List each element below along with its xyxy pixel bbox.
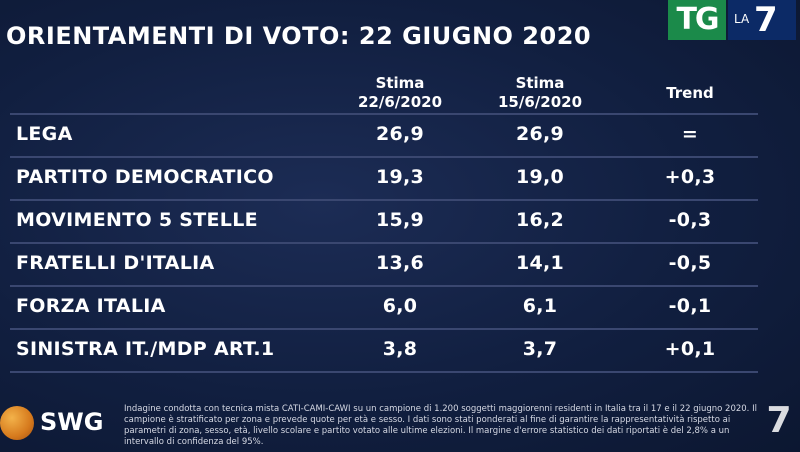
column-header-previous-label: Stima <box>515 74 565 92</box>
trend-value: +0,1 <box>664 338 716 360</box>
page-title: ORIENTAMENTI DI VOTO: 22 GIUGNO 2020 <box>6 22 592 50</box>
current-value: 26,9 <box>375 123 425 145</box>
previous-value: 16,2 <box>515 209 565 231</box>
trend-value: -0,3 <box>668 209 712 231</box>
trend-value: -0,5 <box>668 252 712 274</box>
tg-logo-text: TG <box>668 0 726 40</box>
swg-globe-icon <box>0 406 34 440</box>
la7-la-text: LA <box>734 12 750 26</box>
la7-logo-box: LA 7 <box>728 0 796 40</box>
tg-la7-logo: TG LA 7 <box>668 0 796 40</box>
poll-table: LEGA 26,9 26,9 = PARTITO DEMOCRATICO 19,… <box>10 113 758 373</box>
current-value: 19,3 <box>375 166 425 188</box>
table-row: FORZA ITALIA 6,0 6,1 -0,1 <box>10 285 758 328</box>
footer: SWG Indagine condotta con tecnica mista … <box>0 396 800 452</box>
trend-value: = <box>681 123 699 145</box>
table-row: PARTITO DEMOCRATICO 19,3 19,0 +0,3 <box>10 156 758 199</box>
title-bar: ORIENTAMENTI DI VOTO: 22 GIUGNO 2020 <box>0 14 660 58</box>
column-header-current-date: 22/6/2020 <box>357 93 443 111</box>
column-header-previous-date: 15/6/2020 <box>497 93 583 111</box>
column-header-current-label: Stima <box>375 74 425 92</box>
party-name: FORZA ITALIA <box>16 295 166 317</box>
current-value: 6,0 <box>382 295 418 317</box>
current-value: 15,9 <box>375 209 425 231</box>
swg-brand-text: SWG <box>40 408 104 436</box>
previous-value: 26,9 <box>515 123 565 145</box>
previous-value: 19,0 <box>515 166 565 188</box>
table-row: MOVIMENTO 5 STELLE 15,9 16,2 -0,3 <box>10 199 758 242</box>
la7-corner-logo: 7 <box>766 400 792 441</box>
previous-value: 3,7 <box>522 338 558 360</box>
current-value: 13,6 <box>375 252 425 274</box>
previous-value: 14,1 <box>515 252 565 274</box>
column-header-trend: Trend <box>666 84 714 102</box>
current-value: 3,8 <box>382 338 418 360</box>
la7-seven-text: 7 <box>754 0 778 40</box>
table-row: LEGA 26,9 26,9 = <box>10 113 758 156</box>
party-name: MOVIMENTO 5 STELLE <box>16 209 258 231</box>
party-name: FRATELLI D'ITALIA <box>16 252 215 274</box>
previous-value: 6,1 <box>522 295 558 317</box>
trend-value: +0,3 <box>664 166 716 188</box>
table-row: FRATELLI D'ITALIA 13,6 14,1 -0,5 <box>10 242 758 285</box>
party-name: SINISTRA IT./MDP ART.1 <box>16 338 275 360</box>
swg-logo: SWG <box>0 404 118 444</box>
column-header-previous: Stima 15/6/2020 <box>480 74 600 112</box>
table-row: SINISTRA IT./MDP ART.1 3,8 3,7 +0,1 <box>10 328 758 373</box>
party-name: LEGA <box>16 123 73 145</box>
party-name: PARTITO DEMOCRATICO <box>16 166 274 188</box>
column-header-current: Stima 22/6/2020 <box>340 74 460 112</box>
trend-value: -0,1 <box>668 295 712 317</box>
methodology-note: Indagine condotta con tecnica mista CATI… <box>124 404 757 447</box>
